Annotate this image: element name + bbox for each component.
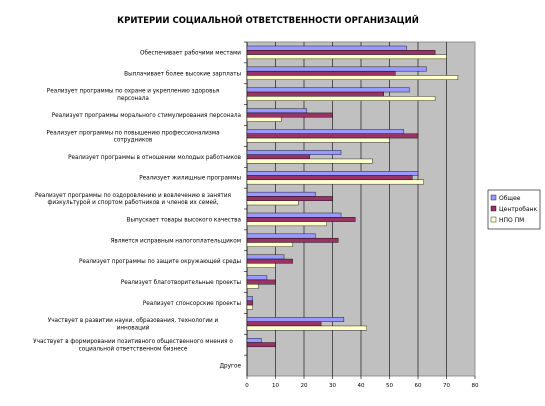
bar-Общее bbox=[246, 108, 308, 114]
legend-label: НПО ПМ bbox=[499, 217, 524, 224]
bar-Центробанк bbox=[246, 196, 333, 201]
bar-Центробанк bbox=[246, 70, 396, 76]
bar-Центробанк bbox=[246, 50, 436, 55]
legend: Общее Центробанк НПО ПМ bbox=[487, 189, 541, 230]
bar-НПО ПМ bbox=[246, 96, 436, 101]
bar-Центробанк bbox=[246, 321, 322, 327]
bar-Центробанк bbox=[246, 237, 339, 243]
category-label: Реализует программы по повышению професс… bbox=[46, 130, 219, 136]
bar-Центробанк bbox=[246, 154, 310, 160]
category-label: Обеспечивает рабочими местами bbox=[140, 50, 241, 56]
x-tick-label: 80 bbox=[472, 383, 479, 389]
bar-Общее bbox=[246, 87, 410, 93]
bar-Центробанк bbox=[246, 133, 419, 139]
bar-Общее bbox=[246, 317, 345, 322]
bar-Центробанк bbox=[246, 217, 356, 222]
category-label: инноваций bbox=[117, 324, 150, 331]
bar-Центробанк bbox=[246, 300, 253, 306]
legend-swatch bbox=[490, 194, 497, 201]
legend-swatch bbox=[490, 205, 497, 212]
legend-label: Центробанк bbox=[499, 206, 538, 213]
bar-НПО ПМ bbox=[246, 221, 328, 227]
bar-НПО ПМ bbox=[246, 242, 293, 247]
bar-Общее bbox=[246, 233, 316, 239]
bar-Центробанк bbox=[246, 91, 385, 97]
bar-НПО ПМ bbox=[246, 304, 253, 310]
category-label: Участвует в формировании позитивного общ… bbox=[33, 339, 233, 345]
x-tick-label: 50 bbox=[386, 383, 393, 389]
category-label: сотрудников bbox=[114, 138, 153, 144]
bar-НПО ПМ bbox=[246, 158, 373, 164]
bar-Центробанк bbox=[246, 258, 293, 264]
bar-Общее bbox=[246, 171, 419, 176]
bar-Центробанк bbox=[246, 342, 276, 348]
bar-Центробанк bbox=[246, 112, 333, 118]
x-tick-label: 20 bbox=[301, 383, 308, 389]
category-label: Реализует программы по защите окружающей… bbox=[79, 258, 241, 265]
category-label: персонала bbox=[117, 96, 149, 102]
bar-Общее bbox=[246, 45, 407, 51]
bar-НПО ПМ bbox=[246, 284, 259, 289]
category-label: Реализует программы по охране и укреплен… bbox=[47, 89, 219, 95]
category-label: Участвует в развитии науки, образования,… bbox=[48, 318, 219, 324]
x-tick-label: 40 bbox=[358, 383, 365, 389]
bar-Центробанк bbox=[246, 279, 276, 285]
bar-Общее bbox=[246, 275, 268, 281]
chart-title: КРИТЕРИИ СОЦИАЛЬНОЙ ОТВЕТСТВЕННОСТИ ОРГА… bbox=[117, 14, 419, 26]
category-label: физкультурой и спортом работников и член… bbox=[47, 199, 218, 206]
category-label: Реализует программы морального стимулиро… bbox=[52, 113, 241, 119]
bar-Общее bbox=[246, 338, 262, 343]
x-tick-label: 0 bbox=[245, 383, 249, 389]
bar-Общее bbox=[246, 296, 253, 301]
bar-Общее bbox=[246, 129, 404, 134]
bar-НПО ПМ bbox=[246, 117, 282, 122]
category-label: Является исправным налогоплательщиком bbox=[110, 238, 241, 244]
bar-НПО ПМ bbox=[246, 75, 459, 80]
x-tick-label: 70 bbox=[443, 383, 450, 389]
bar-Общее bbox=[246, 212, 342, 218]
bar-Общее bbox=[246, 66, 427, 72]
bar-Центробанк bbox=[246, 175, 413, 181]
bar-НПО ПМ bbox=[246, 179, 424, 185]
bar-Общее bbox=[246, 191, 316, 197]
bar-НПО ПМ bbox=[246, 325, 367, 331]
category-label: Реализует благотворительные проекты bbox=[121, 280, 241, 286]
bar-Общее bbox=[246, 254, 285, 260]
bar-НПО ПМ bbox=[246, 54, 447, 60]
bar-Общее bbox=[246, 150, 342, 155]
category-label: Реализует программы в отношении молодых … bbox=[68, 155, 242, 161]
category-label: Другое bbox=[220, 364, 242, 370]
bar-НПО ПМ bbox=[246, 137, 390, 143]
legend-label: Общее bbox=[499, 195, 521, 202]
category-label: Выплачивает более высокие зарплаты bbox=[124, 71, 241, 77]
legend-box bbox=[487, 189, 541, 230]
x-tick-label: 30 bbox=[329, 383, 336, 389]
x-tick-label: 10 bbox=[272, 383, 279, 389]
bar-НПО ПМ bbox=[246, 200, 299, 206]
bar-НПО ПМ bbox=[246, 263, 276, 268]
category-label: социальной ответственном бизнесе bbox=[79, 345, 188, 352]
plot-area: 0 10 20 30 40 50 60 70 80 Обеспечивает рабочими м… bbox=[33, 41, 479, 389]
category-label: Реализует жилищные программы bbox=[139, 176, 241, 182]
category-label: Выпускает товары высокого качества bbox=[127, 217, 241, 223]
category-label: Реализует программы по оздоровлению и во… bbox=[35, 193, 231, 199]
x-tick-label: 60 bbox=[415, 383, 422, 389]
legend-swatch bbox=[490, 216, 497, 223]
category-label: Реализует спонсорские проекты bbox=[143, 301, 241, 307]
